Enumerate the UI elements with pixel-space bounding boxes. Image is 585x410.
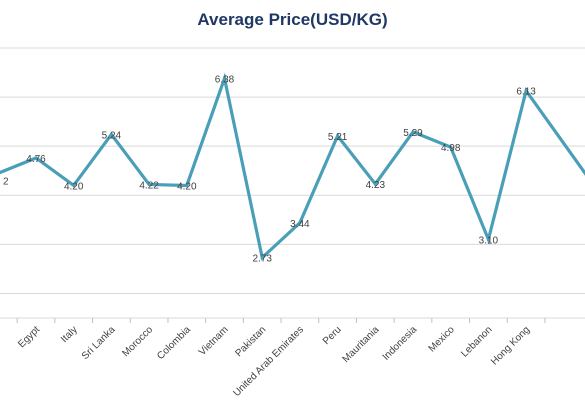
data-label: 2.73: [252, 254, 272, 265]
data-label: 2: [3, 177, 9, 188]
data-label: 3.44: [290, 219, 310, 230]
data-label: 6.38: [215, 74, 235, 85]
x-tick-label: Indonesia: [381, 324, 420, 363]
data-label: 5.29: [403, 128, 423, 139]
x-tick-label: Mexico: [427, 324, 457, 354]
x-tick-label: Lebanon: [459, 324, 494, 359]
data-label: 4.22: [139, 180, 159, 191]
data-label: 4.20: [64, 181, 84, 192]
x-tick-label: Pakistan: [233, 324, 268, 359]
data-labels: 2 4.76 4.20 5.24 4.22 4.20 6.38 2.73 3.44 5.21 4.2…: [3, 74, 536, 264]
data-label: 4.23: [366, 180, 386, 191]
data-label: 4.76: [26, 154, 46, 165]
x-tick-label: Egypt: [16, 324, 42, 350]
x-tick-label: Mauritania: [341, 324, 382, 365]
x-tick-label: Morocco: [120, 324, 155, 359]
series: [0, 72, 585, 261]
data-label: 5.24: [102, 130, 122, 141]
x-axis: Egypt Italy Sri Lanka Morocco Colombia Vietna…: [16, 318, 546, 399]
data-label: 6.13: [516, 87, 536, 98]
data-label: 4.98: [441, 143, 461, 154]
x-tick-label: Italy: [59, 324, 80, 345]
gridlines: [0, 47, 585, 319]
x-tick-label: Colombia: [155, 324, 193, 362]
x-tick-label: Peru: [321, 324, 344, 347]
series-line: [0, 72, 585, 261]
x-tick-label: Hong Kong: [489, 324, 532, 367]
x-tick-label: United Arab Emirates: [231, 324, 306, 399]
x-tick-label: Sri Lanka: [80, 324, 118, 362]
chart-title: Average Price(USD/KG): [197, 10, 388, 29]
data-label: 3.10: [479, 235, 499, 246]
x-tick-label: Vietnam: [197, 324, 231, 358]
data-label: 5.21: [328, 132, 348, 143]
data-label: 4.20: [177, 181, 197, 192]
